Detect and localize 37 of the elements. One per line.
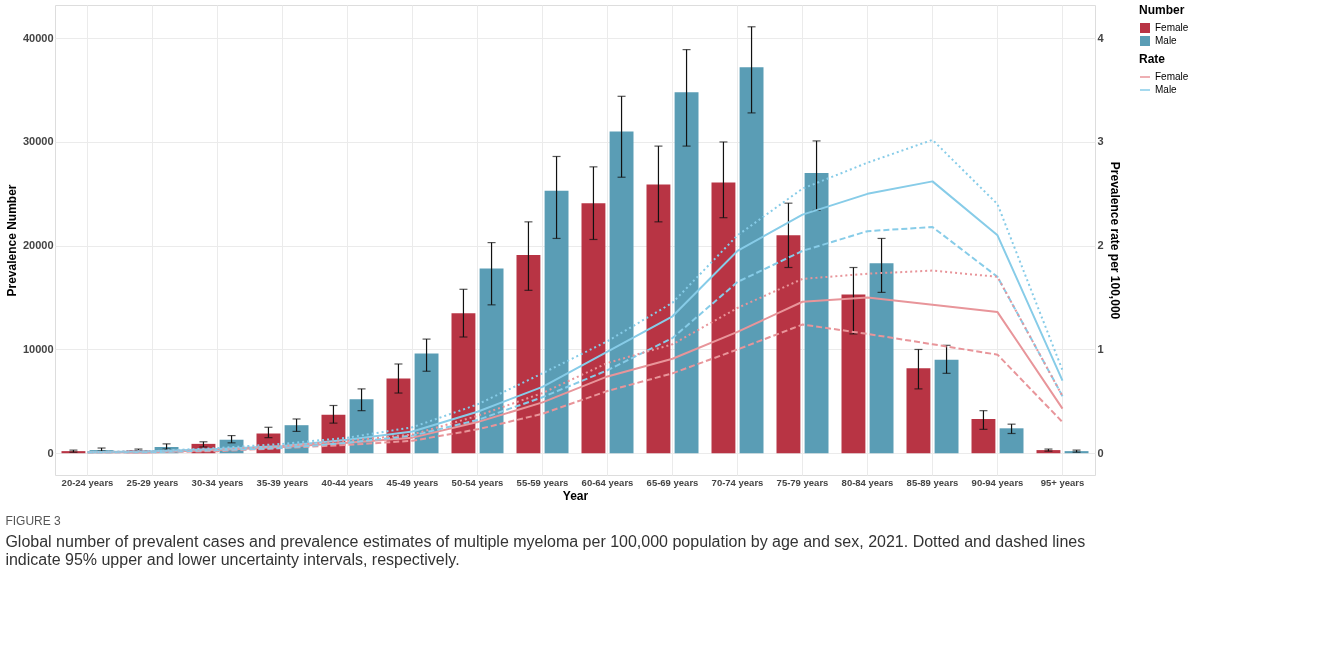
y2-tick-label: 0	[1097, 446, 1104, 459]
y-tick-label: 10000	[22, 342, 54, 355]
x-tick-label: 35-39 years	[256, 476, 309, 488]
caption: FIGURE 3	[5, 513, 62, 528]
y2-tick-label: 3	[1097, 135, 1104, 148]
y-tick-label: 30000	[22, 135, 54, 148]
x-tick-label: 50-54 years	[451, 476, 504, 488]
y2-tick-label: 2	[1097, 239, 1104, 252]
y-tick-label: 0	[47, 446, 54, 459]
text: Global number of prevalent cases and prevalence estimates of multiple myeloma per 100,000 population by age and sex, 2021. Dotted and dashed lines indicate 95% upper and lower uncertainty intervals, respectively.	[5, 532, 1086, 568]
x-tick-label: 70-74 years	[711, 476, 764, 488]
text: Rate	[1139, 52, 1166, 66]
x-tick-label: 25-29 years	[126, 476, 179, 488]
y-tick-label: 20000	[22, 239, 54, 252]
y2-tick-label: 1	[1097, 342, 1104, 355]
text: Number	[1139, 3, 1185, 17]
x-tick-label: 60-64 years	[581, 476, 634, 488]
x-tick-label: 45-49 years	[386, 476, 439, 488]
x-tick-label: 55-59 years	[516, 476, 569, 488]
x-tick-label: 75-79 years	[776, 476, 829, 488]
x-tick-label: 65-69 years	[646, 476, 699, 488]
x-tick-label: 40-44 years	[321, 476, 374, 488]
y2-axis-title: Prevalence rate per 100,000	[1107, 161, 1122, 320]
legend-label: Female	[1155, 22, 1189, 33]
y-tick-label: 40000	[22, 31, 54, 44]
y2-tick-label: 4	[1097, 31, 1105, 44]
x-tick-label: 90-94 years	[971, 476, 1024, 488]
legend-label: Male	[1155, 84, 1178, 95]
x-tick-label: 80-84 years	[841, 476, 894, 488]
legend-label: Female	[1155, 71, 1189, 82]
legend-label: Male	[1155, 35, 1178, 46]
y-axis-title: Prevalence Number	[4, 184, 19, 297]
x-tick-label: 95+ years	[1040, 476, 1085, 488]
x-tick-label: 85-89 years	[906, 476, 959, 488]
x-tick-label: 20-24 years	[61, 476, 114, 488]
x-tick-label: 30-34 years	[191, 476, 244, 488]
x-axis-title: Year	[562, 489, 589, 503]
